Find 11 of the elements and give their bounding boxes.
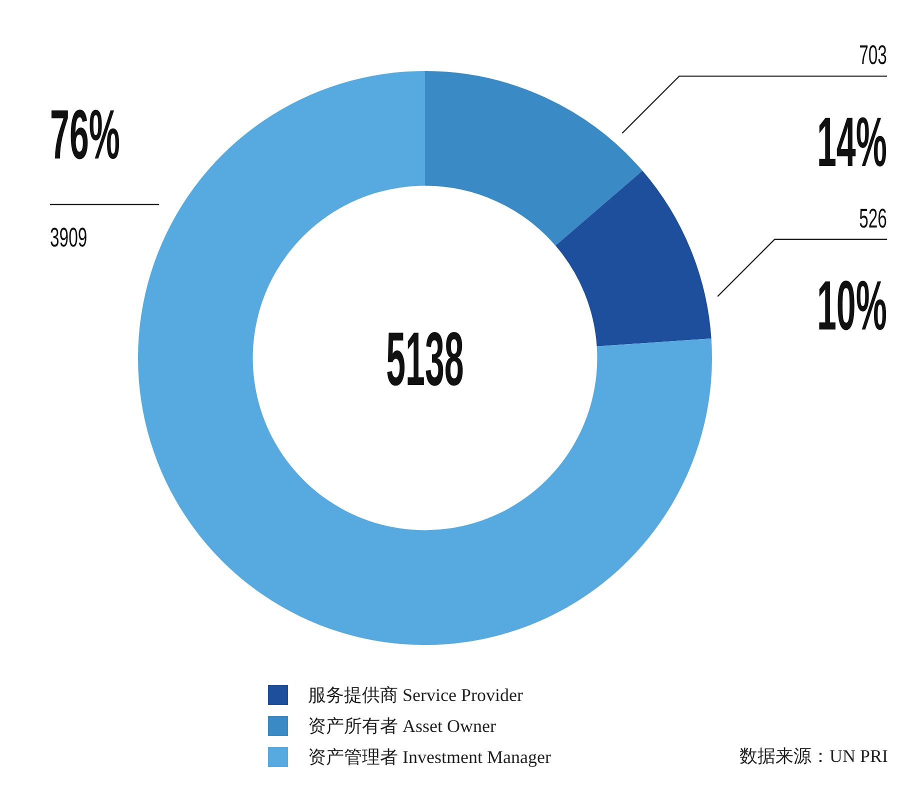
legend-label: 资产管理者 Investment Manager (308, 746, 551, 768)
text: 5138 (386, 316, 464, 402)
text: 14% (816, 102, 887, 182)
source-note: 数据来源：UN PRI (739, 745, 888, 768)
data-label: 526 (859, 203, 887, 234)
text: 76% (50, 95, 120, 174)
data-label: 703 (859, 40, 887, 70)
legend-label: 资产所有者 Asset Owner (308, 714, 496, 738)
text: 10% (816, 266, 887, 345)
data-label: 3909 (50, 222, 88, 253)
legend-label: 服务提供商 Service Provider (308, 684, 523, 706)
